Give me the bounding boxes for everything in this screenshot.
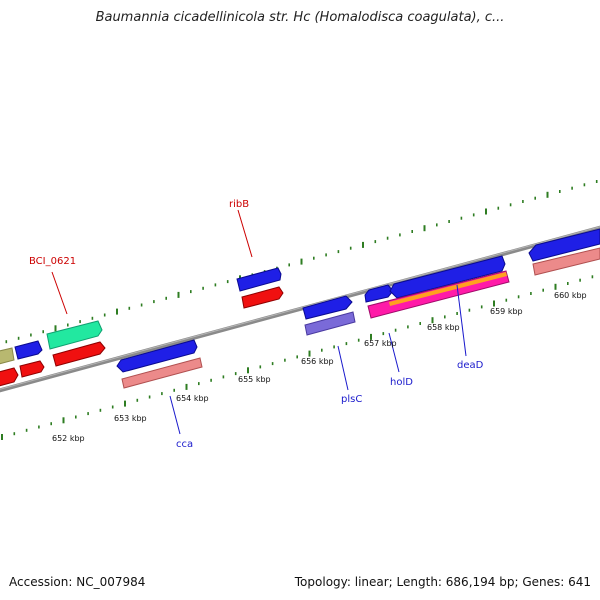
gene-teal-upper[interactable] [46, 320, 103, 350]
upper-ruler [5, 180, 598, 344]
gene-orange-stripe-lower[interactable] [389, 272, 507, 306]
kbp-label-659: 659 kbp [490, 307, 523, 316]
gene-blue-small-upper[interactable] [14, 340, 43, 360]
kbp-label-660: 660 kbp [554, 291, 587, 300]
gene-red-small-lower[interactable] [19, 360, 45, 378]
gene-olive-upper[interactable] [0, 347, 15, 365]
accession-text: Accession: NC_007984 [9, 575, 146, 589]
gene-features[interactable] [0, 228, 600, 389]
gene-red-ribB-lower[interactable] [241, 286, 284, 309]
leader-BCI_0621 [51, 271, 68, 315]
gene-red-left-lower[interactable] [0, 367, 19, 387]
gene-blue-deaD-upper[interactable] [389, 255, 506, 299]
kbp-label-658: 658 kbp [427, 323, 460, 332]
gene-blue-holD-upper[interactable] [364, 284, 394, 303]
gene-blue-plsC-upper[interactable] [302, 295, 353, 320]
gene-lavender-lower[interactable] [304, 311, 356, 336]
kbp-label-653: 653 kbp [114, 414, 147, 423]
label-leaders [51, 209, 467, 435]
leader-holD [388, 332, 400, 373]
map-title: Baumannia cicadellinicola str. Hc (Homal… [95, 10, 505, 25]
genome-backbone-highlight [0, 226, 600, 390]
topology-summary-text: Topology: linear; Length: 686,194 bp; Ge… [294, 575, 591, 589]
kbp-label-655: 655 kbp [238, 375, 271, 384]
leader-cca [169, 395, 181, 435]
kbp-label-652: 652 kbp [52, 434, 85, 443]
kbp-label-654: 654 kbp [176, 394, 209, 403]
leader-plsC [337, 345, 349, 391]
label-holD[interactable]: holD [390, 377, 413, 388]
leader-deaD [456, 284, 467, 357]
gene-blue-ribB-upper[interactable] [236, 267, 282, 292]
label-plsC[interactable]: plsC [341, 394, 362, 405]
gene-blue-cca-lower[interactable] [116, 339, 198, 373]
kbp-label-656: 656 kbp [301, 357, 334, 366]
gene-salmon-lower[interactable] [121, 357, 203, 389]
label-deaD[interactable]: deaD [457, 360, 484, 371]
lower-ruler [1, 275, 594, 440]
gene-salmon-right-lower[interactable] [532, 247, 600, 276]
label-BCI_0621[interactable]: BCI_0621 [29, 256, 76, 267]
gene-red-lower[interactable] [52, 341, 106, 367]
kbp-label-657: 657 kbp [364, 339, 397, 348]
label-cca[interactable]: cca [176, 439, 193, 450]
genome-backbone [0, 225, 600, 393]
gene-blue-right-upper[interactable] [528, 228, 600, 262]
label-ribB[interactable]: ribB [229, 199, 249, 210]
leader-ribB [237, 209, 253, 258]
